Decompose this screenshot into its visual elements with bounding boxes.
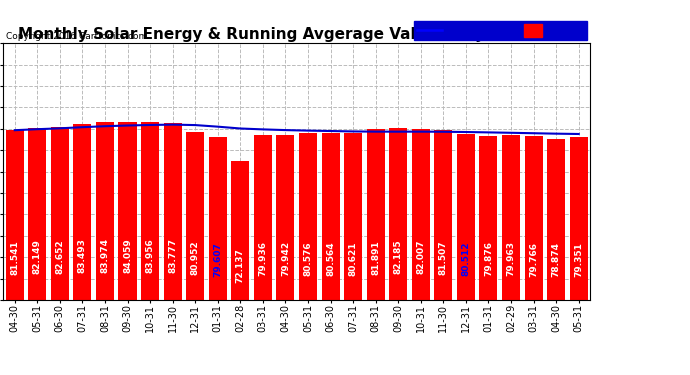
Text: 82.149: 82.149	[33, 240, 42, 274]
Bar	[254, 135, 272, 375]
Text: 80.576: 80.576	[304, 241, 313, 276]
Text: 80.952: 80.952	[190, 241, 199, 275]
Bar	[344, 133, 362, 375]
Bar	[51, 126, 69, 375]
Text: 79.766: 79.766	[529, 242, 538, 276]
Bar	[186, 132, 204, 375]
Text: 83.974: 83.974	[101, 238, 110, 273]
Text: 79.963: 79.963	[506, 242, 515, 276]
Bar	[231, 161, 249, 375]
Text: 84.059: 84.059	[123, 238, 132, 273]
Text: Monthly  ($): Monthly ($)	[545, 26, 612, 36]
Text: 72.137: 72.137	[236, 248, 245, 283]
Bar	[480, 136, 497, 375]
Text: 82.185: 82.185	[394, 240, 403, 274]
Bar	[208, 136, 227, 375]
Bar	[164, 123, 181, 375]
Bar	[28, 128, 46, 375]
Bar	[141, 122, 159, 375]
Bar	[570, 137, 588, 375]
Bar	[366, 129, 384, 375]
Text: 78.874: 78.874	[551, 242, 560, 277]
Text: 81.541: 81.541	[10, 240, 19, 275]
Text: 79.876: 79.876	[484, 242, 493, 276]
Bar	[547, 139, 565, 375]
Text: 80.621: 80.621	[348, 241, 357, 276]
Bar	[96, 122, 114, 375]
Bar	[119, 122, 137, 375]
Text: 79.607: 79.607	[213, 242, 222, 277]
Bar	[412, 129, 430, 375]
Text: Average  ($): Average ($)	[444, 26, 512, 36]
Text: 82.007: 82.007	[416, 240, 425, 274]
Text: 82.652: 82.652	[55, 239, 64, 274]
Text: 80.564: 80.564	[326, 241, 335, 276]
Text: 79.942: 79.942	[281, 241, 290, 276]
Text: 79.351: 79.351	[574, 242, 583, 277]
Text: 79.936: 79.936	[258, 242, 267, 276]
Text: 83.956: 83.956	[146, 238, 155, 273]
Bar	[277, 135, 295, 375]
Bar	[502, 135, 520, 375]
Bar	[299, 134, 317, 375]
Bar	[457, 134, 475, 375]
Bar	[434, 130, 453, 375]
Text: 83.777: 83.777	[168, 238, 177, 273]
Text: 80.512: 80.512	[462, 241, 471, 276]
Text: 83.493: 83.493	[78, 238, 87, 273]
Text: 81.891: 81.891	[371, 240, 380, 274]
Bar	[6, 130, 23, 375]
Bar	[322, 134, 339, 375]
Bar	[524, 136, 542, 375]
Title: Monthly Solar Energy & Running Avgerage Value Tue Jun 7 20:27: Monthly Solar Energy & Running Avgerage …	[18, 27, 575, 42]
Text: Copyright 2016 Cartronics.com: Copyright 2016 Cartronics.com	[6, 32, 147, 41]
Bar	[73, 124, 91, 375]
Text: 81.507: 81.507	[439, 240, 448, 275]
Bar	[389, 128, 407, 375]
